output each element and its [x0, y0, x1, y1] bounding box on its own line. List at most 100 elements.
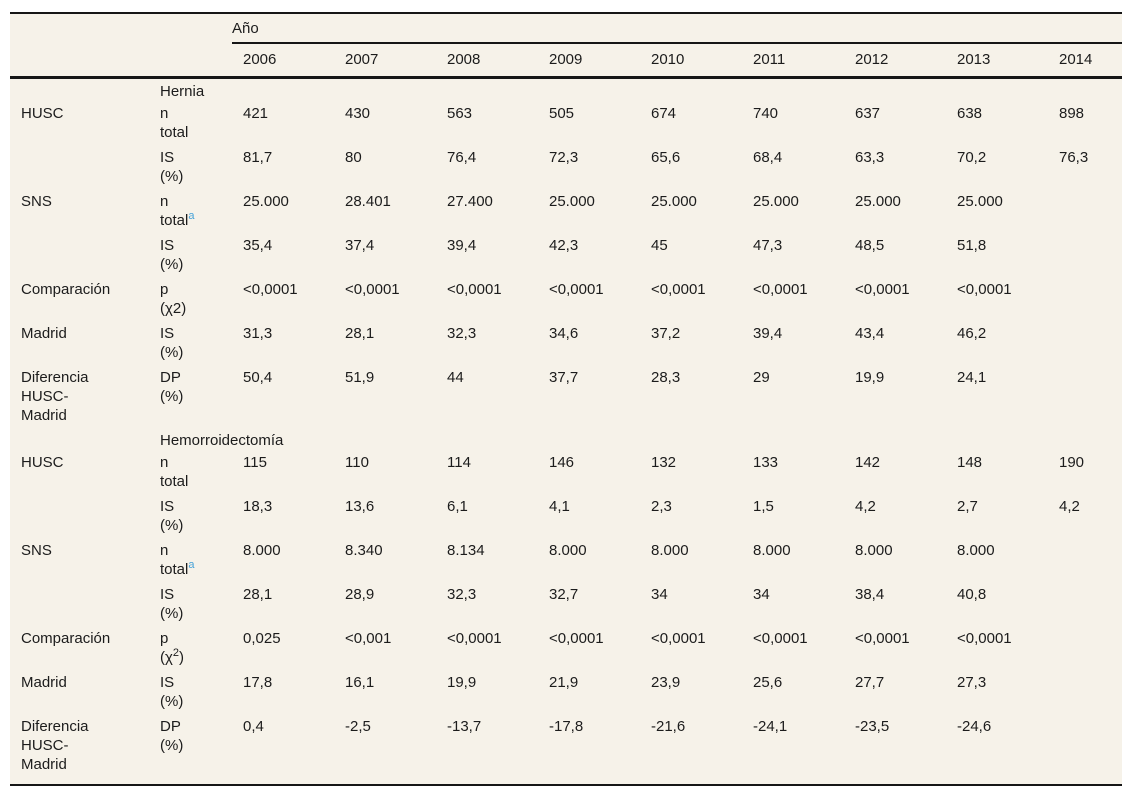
measure-label: n totala [160, 542, 195, 578]
value-cell: <0,0001 [447, 630, 502, 647]
value-cell: 27.400 [447, 193, 493, 210]
value-cell: 80 [345, 149, 362, 166]
value-cell: 39,4 [447, 237, 477, 254]
value-cell: 898 [1059, 105, 1085, 122]
value-cell: 25.000 [243, 193, 289, 210]
value-cell: <0,0001 [549, 281, 604, 298]
value-cell: 674 [651, 105, 677, 122]
entity-label: Madrid [21, 674, 67, 691]
year-header: 2008 [436, 43, 538, 79]
value-cell: 28.401 [345, 193, 391, 210]
value-cell [1048, 538, 1122, 582]
value-cell: 25.000 [549, 193, 595, 210]
value-cell: 110 [345, 454, 369, 471]
value-cell: <0,0001 [345, 281, 400, 298]
value-cell [1048, 189, 1122, 233]
measure-label: IS (%) [160, 325, 184, 361]
measure-label: IS (%) [160, 498, 184, 534]
footnote-a-link[interactable]: a [188, 210, 195, 222]
value-cell: 8.134 [447, 542, 485, 559]
corner-cell [160, 13, 232, 43]
value-cell: 37,2 [651, 325, 681, 342]
value-cell [1048, 365, 1122, 428]
value-cell: 16,1 [345, 674, 375, 691]
section-title: Hemorroidectomía [160, 432, 284, 449]
section-title: Hernia [160, 83, 205, 100]
value-cell: 39,4 [753, 325, 783, 342]
value-cell: 638 [957, 105, 983, 122]
footnote-a-link[interactable]: a [188, 559, 195, 571]
superscript: 2 [172, 647, 179, 659]
value-cell: 2,7 [957, 498, 978, 515]
section-header-row: Hernia [10, 78, 1122, 102]
value-cell: 42,3 [549, 237, 579, 254]
data-row: HUSC n total 115 110 114 146 132 133 142 148 190 [10, 450, 1122, 494]
value-cell: 25.000 [957, 193, 1003, 210]
value-cell: 81,7 [243, 149, 273, 166]
value-cell: <0,0001 [957, 630, 1012, 647]
measure-label: p (χ2) [160, 281, 187, 317]
value-cell: 8.000 [855, 542, 893, 559]
value-cell: 8.340 [345, 542, 383, 559]
value-cell: 63,3 [855, 149, 885, 166]
value-cell: 8.000 [651, 542, 689, 559]
value-cell [1048, 582, 1122, 626]
data-row: IS (%) 18,3 13,6 6,1 4,1 2,3 1,5 4,2 2,7 4,2 [10, 494, 1122, 538]
value-cell: <0,0001 [753, 281, 808, 298]
value-cell: 133 [753, 454, 779, 471]
value-cell: 68,4 [753, 149, 783, 166]
measure-label: n total [160, 454, 189, 490]
data-row: Madrid IS (%) 31,3 28,1 32,3 34,6 37,2 39,4 43,4… [10, 321, 1122, 365]
entity-label: Madrid [21, 325, 67, 342]
value-cell: -2,5 [345, 718, 371, 735]
value-cell: 34 [651, 586, 668, 603]
entity-label [10, 233, 160, 277]
year-header: 2012 [844, 43, 946, 79]
value-cell: 27,3 [957, 674, 987, 691]
entity-label: Comparación [21, 281, 111, 298]
value-cell: 25.000 [651, 193, 697, 210]
value-cell: -17,8 [549, 718, 584, 735]
value-cell: -24,1 [753, 718, 788, 735]
entity-label [10, 145, 160, 189]
entity-label [10, 494, 160, 538]
year-header: 2007 [334, 43, 436, 79]
value-cell [1048, 670, 1122, 714]
value-cell: <0,0001 [957, 281, 1012, 298]
measure-label: IS (%) [160, 586, 184, 622]
entity-label: HUSC [21, 105, 64, 122]
year-header: 2009 [538, 43, 640, 79]
value-cell: 24,1 [957, 369, 987, 386]
value-cell: 637 [855, 105, 881, 122]
value-cell: 505 [549, 105, 575, 122]
value-cell: 43,4 [855, 325, 885, 342]
value-cell: 51,9 [345, 369, 375, 386]
value-cell: 19,9 [447, 674, 477, 691]
value-cell: 32,7 [549, 586, 579, 603]
entity-label: Comparación [21, 630, 111, 647]
value-cell: <0,0001 [651, 630, 706, 647]
measure-label: DP (%) [160, 369, 184, 405]
value-cell: 25.000 [753, 193, 799, 210]
value-cell: -23,5 [855, 718, 890, 735]
data-row: Diferencia HUSC- Madrid DP (%) 0,4 -2,5 -13,… [10, 714, 1122, 785]
value-cell: 4,1 [549, 498, 570, 515]
value-cell: 115 [243, 454, 267, 471]
value-cell: <0,0001 [447, 281, 502, 298]
value-cell: 0,025 [243, 630, 281, 647]
year-header: 2013 [946, 43, 1048, 79]
value-cell: -21,6 [651, 718, 686, 735]
year-group-header: Año [232, 13, 1123, 44]
value-cell: 32,3 [447, 325, 477, 342]
value-cell: 2,3 [651, 498, 672, 515]
year-header: 2010 [640, 43, 742, 79]
value-cell: 23,9 [651, 674, 681, 691]
value-cell: 6,1 [447, 498, 468, 515]
corner-cell [10, 13, 160, 43]
value-cell: 72,3 [549, 149, 579, 166]
measure-label: IS (%) [160, 149, 184, 185]
data-row: HUSC n total 421 430 563 505 674 740 637 638 898 [10, 101, 1122, 145]
value-cell: 28,1 [243, 586, 273, 603]
data-row: IS (%) 35,4 37,4 39,4 42,3 45 47,3 48,5 51,8 [10, 233, 1122, 277]
